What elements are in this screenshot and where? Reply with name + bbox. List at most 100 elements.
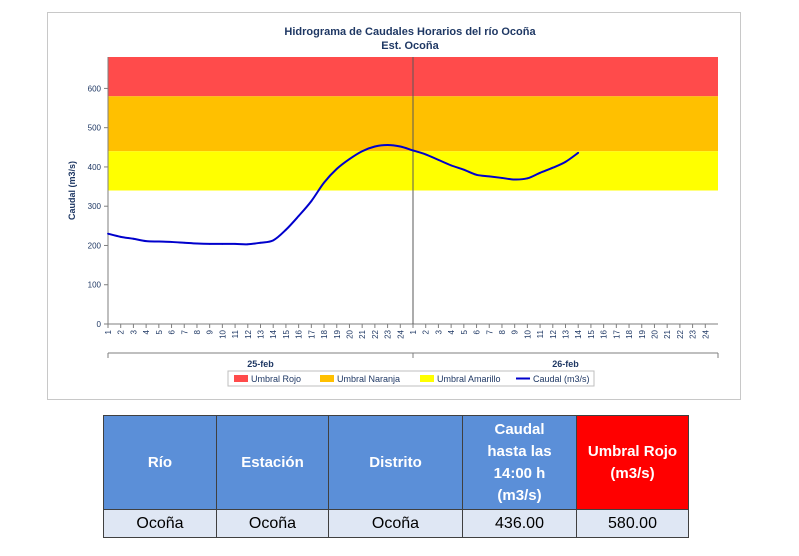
series-point: [539, 171, 541, 174]
legend: Umbral Rojo Umbral Naranja Umbral Amarillo…: [227, 370, 595, 387]
x-tick-label: 23: [689, 329, 698, 338]
header-caudal-line-4: (m3/s): [497, 486, 542, 504]
x-tick-label: 13: [562, 329, 571, 338]
x-tick-label: 15: [587, 329, 596, 338]
x-tick-label: 22: [676, 329, 685, 338]
series-point: [412, 149, 414, 152]
x-tick-label: 7: [485, 329, 494, 334]
header-distrito: Distrito: [328, 415, 463, 510]
header-rio: Río: [103, 415, 217, 510]
series-point: [323, 181, 325, 184]
series-point: [488, 175, 491, 178]
x-tick-label: 21: [663, 329, 672, 338]
series-point: [526, 177, 529, 180]
x-tick-label: 19: [638, 329, 647, 338]
header-caudal: Caudal hasta las 14:00 h (m3/s): [462, 415, 577, 510]
x-tick-label: 4: [447, 329, 456, 334]
x-tick-label: 23: [384, 329, 393, 338]
y-tick-label: 600: [88, 84, 102, 93]
series-point: [462, 168, 465, 171]
series-point: [221, 243, 224, 245]
cell-caudal: 436.00: [462, 509, 577, 538]
x-tick-label: 10: [218, 329, 227, 338]
cell-distrito: Ocoña: [328, 509, 463, 538]
series-point: [297, 215, 300, 217]
y-tick-label: 300: [88, 202, 102, 211]
y-tick-label: 100: [88, 281, 102, 290]
x-tick-label: 13: [257, 329, 266, 338]
series-point: [259, 241, 262, 244]
header-caudal-line-2: hasta las: [487, 442, 552, 460]
hydrograph-chart: Hidrograma de Caudales Horarios del río …: [67, 26, 719, 387]
cell-estacion: Ocoña: [216, 509, 329, 538]
x-tick-label: 1: [409, 329, 418, 334]
x-tick-label: 18: [625, 329, 634, 338]
x-tick-label: 2: [422, 329, 431, 334]
x-tick-label: 9: [511, 329, 520, 334]
x-tick-label: 16: [295, 329, 304, 338]
x-tick-label: 14: [574, 329, 583, 338]
x-tick-label: 20: [345, 329, 354, 338]
series-point: [373, 145, 376, 148]
y-tick-label: 0: [97, 320, 102, 329]
x-tick-label: 16: [600, 329, 609, 338]
legend-box: [227, 370, 595, 387]
x-tick-label: 8: [193, 329, 202, 334]
x-tick-label: 24: [396, 329, 405, 338]
x-tick-label: 10: [523, 329, 532, 338]
x-tick-label: 12: [244, 329, 253, 338]
series-point: [450, 164, 453, 167]
legend-swatch: [234, 375, 248, 382]
series-point: [246, 243, 249, 246]
header-estacion: Estación: [216, 415, 329, 510]
table-header-row: Río Estación Distrito Caudal hasta las 1…: [103, 415, 689, 510]
series-point: [348, 158, 351, 160]
x-tick-label: 14: [269, 329, 278, 338]
x-tick-label: 6: [168, 329, 177, 334]
legend-swatch: [320, 375, 334, 382]
chart-subtitle: Est. Ocoña: [381, 40, 439, 52]
y-tick-label: 400: [88, 163, 102, 172]
series-point: [501, 177, 503, 179]
x-tick-label: 4: [142, 329, 151, 334]
series-point: [119, 235, 122, 238]
series-point: [272, 239, 275, 242]
x-tick-label: 6: [473, 329, 482, 334]
header-caudal-line-1: Caudal: [494, 420, 545, 438]
series-point: [386, 144, 389, 146]
x-tick-label: 5: [460, 329, 469, 334]
x-tick-label: 21: [358, 329, 367, 338]
x-tick-label: 11: [536, 329, 545, 338]
x-tick-label: 17: [307, 329, 316, 338]
series-point: [310, 200, 313, 203]
legend-entry-label: Umbral Amarillo: [437, 374, 501, 384]
x-tick-label: 18: [320, 329, 329, 338]
day-label: 25-feb: [247, 359, 274, 369]
series-point: [183, 241, 186, 244]
x-tick-label: 17: [612, 329, 621, 338]
y-axis-title: Caudal (m3/s): [67, 161, 77, 220]
series-point: [196, 242, 198, 245]
header-umbral-line-1: Umbral Rojo: [587, 442, 678, 460]
table-row: Ocoña Ocoña Ocoña 436.00 580.00: [103, 509, 689, 538]
x-tick-label: 3: [129, 329, 138, 334]
header-umbral-line-2: (m3/s): [610, 464, 655, 482]
x-tick-label: 8: [498, 329, 507, 334]
series-layer: [107, 143, 580, 246]
series-point: [208, 243, 211, 245]
header-caudal-line-3: 14:00 h: [493, 464, 546, 482]
series-point: [335, 168, 338, 170]
series-point: [107, 232, 109, 235]
x-tick-label: 2: [117, 329, 126, 334]
series-point: [157, 240, 160, 243]
series-point: [577, 151, 580, 154]
series-line-caudal: [107, 143, 579, 246]
legend-swatch: [420, 375, 434, 382]
cell-rio: Ocoña: [103, 509, 217, 538]
series-point: [513, 178, 516, 181]
series-point: [551, 166, 554, 169]
x-tick-label: 12: [549, 329, 558, 338]
series-point: [132, 237, 135, 240]
day-label: 26-feb: [552, 359, 579, 369]
